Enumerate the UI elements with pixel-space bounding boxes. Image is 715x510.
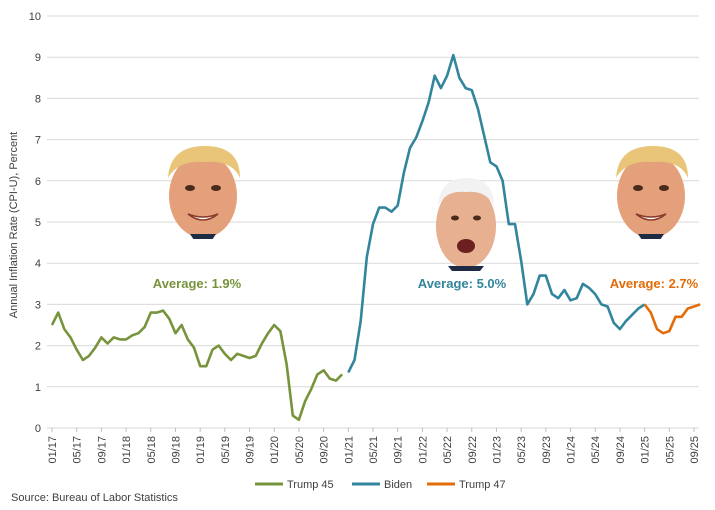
x-tick-label: 01/23 bbox=[491, 436, 503, 464]
y-tick-label: 4 bbox=[35, 258, 41, 270]
series-line-trump45 bbox=[50, 309, 344, 422]
y-tick-label: 3 bbox=[35, 299, 41, 311]
x-tick-label: 05/20 bbox=[294, 436, 306, 464]
x-tick-label: 05/17 bbox=[72, 436, 84, 464]
trump-portrait-icon bbox=[168, 146, 240, 239]
legend: Trump 45 Biden Trump 47 bbox=[255, 479, 506, 491]
y-axis: 0 1 2 3 4 5 6 7 8 9 10 bbox=[29, 11, 41, 435]
x-tick-label: 05/21 bbox=[368, 436, 380, 464]
x-tick-label: 05/23 bbox=[516, 436, 528, 464]
x-tick-label: 01/20 bbox=[269, 436, 281, 464]
x-tick-label: 01/21 bbox=[343, 436, 355, 464]
average-label-biden: Average: 5.0% bbox=[418, 276, 507, 291]
x-tick-label: 01/18 bbox=[121, 436, 133, 464]
x-tick-label: 09/22 bbox=[467, 436, 479, 464]
y-tick-label: 2 bbox=[35, 341, 41, 353]
y-tick-label: 9 bbox=[35, 52, 41, 64]
trump-portrait-icon bbox=[616, 146, 688, 239]
y-tick-label: 0 bbox=[35, 423, 41, 435]
x-tick-label: 09/25 bbox=[689, 436, 701, 464]
series-line-trump47 bbox=[643, 303, 701, 335]
y-axis-label: Annual Inflation Rate (CPI-U), Percent bbox=[8, 132, 20, 318]
x-tick-label: 01/24 bbox=[566, 436, 578, 464]
x-tick-label: 09/20 bbox=[319, 436, 331, 464]
x-tick-label: 09/21 bbox=[393, 436, 405, 464]
x-tick-label: 05/19 bbox=[220, 436, 232, 464]
x-tick-label: 01/17 bbox=[47, 436, 59, 464]
y-tick-label: 5 bbox=[35, 217, 41, 229]
x-tick-label: 09/18 bbox=[170, 436, 182, 464]
y-tick-label: 1 bbox=[35, 382, 41, 394]
x-tick-label: 05/25 bbox=[664, 436, 676, 464]
y-tick-label: 8 bbox=[35, 93, 41, 105]
x-tick-label: 09/19 bbox=[245, 436, 257, 464]
x-tick-label: 01/25 bbox=[640, 436, 652, 464]
x-tick-label: 09/17 bbox=[96, 436, 108, 464]
biden-portrait-icon bbox=[436, 178, 496, 271]
y-tick-label: 6 bbox=[35, 176, 41, 188]
average-label-trump47: Average: 2.7% bbox=[610, 276, 699, 291]
x-axis: 01/17 05/17 09/17 01/18 05/18 09/18 01/19 05/19… bbox=[47, 428, 701, 464]
y-tick-label: 10 bbox=[29, 11, 41, 23]
y-tick-label: 7 bbox=[35, 135, 41, 147]
x-tick-label: 05/18 bbox=[146, 436, 158, 464]
legend-label-trump47: Trump 47 bbox=[459, 479, 506, 491]
series-lines bbox=[50, 53, 701, 422]
x-tick-label: 05/24 bbox=[590, 436, 602, 464]
x-tick-label: 01/22 bbox=[417, 436, 429, 464]
average-label-trump45: Average: 1.9% bbox=[153, 276, 242, 291]
x-tick-label: 09/23 bbox=[541, 436, 553, 464]
source-note: Source: Bureau of Labor Statistics bbox=[11, 492, 178, 504]
x-tick-label: 09/24 bbox=[615, 436, 627, 464]
series-line-biden bbox=[347, 53, 646, 373]
legend-label-trump45: Trump 45 bbox=[287, 479, 334, 491]
x-tick-label: 01/19 bbox=[195, 436, 207, 464]
legend-label-biden: Biden bbox=[384, 479, 412, 491]
x-tick-label: 05/22 bbox=[442, 436, 454, 464]
